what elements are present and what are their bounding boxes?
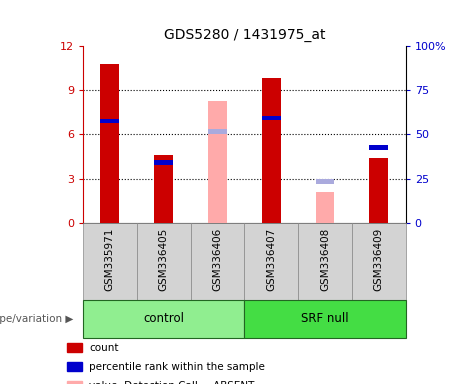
Text: GSM336406: GSM336406 bbox=[213, 228, 223, 291]
Bar bbox=[352, 223, 406, 300]
Title: GDS5280 / 1431975_at: GDS5280 / 1431975_at bbox=[164, 28, 325, 42]
Bar bbox=[100, 119, 119, 123]
Bar bbox=[208, 101, 227, 223]
Text: GSM336405: GSM336405 bbox=[159, 228, 169, 291]
Bar bbox=[369, 158, 388, 223]
Bar bbox=[83, 223, 137, 300]
Text: control: control bbox=[143, 312, 184, 325]
Bar bbox=[137, 223, 190, 300]
Bar bbox=[262, 116, 281, 121]
Text: SRF null: SRF null bbox=[301, 312, 349, 325]
Text: GSM336407: GSM336407 bbox=[266, 228, 276, 291]
Text: GSM335971: GSM335971 bbox=[105, 228, 115, 291]
Bar bbox=[67, 381, 82, 384]
Bar bbox=[83, 300, 244, 338]
Bar bbox=[154, 155, 173, 223]
Bar bbox=[316, 179, 334, 184]
Bar bbox=[298, 223, 352, 300]
Bar bbox=[100, 64, 119, 223]
Text: count: count bbox=[89, 343, 119, 353]
Bar bbox=[316, 192, 334, 223]
Bar bbox=[67, 343, 82, 352]
Text: value, Detection Call = ABSENT: value, Detection Call = ABSENT bbox=[89, 381, 255, 384]
Bar bbox=[208, 129, 227, 134]
Bar bbox=[369, 146, 388, 150]
Text: GSM336409: GSM336409 bbox=[374, 228, 384, 291]
Bar bbox=[262, 78, 281, 223]
Text: genotype/variation ▶: genotype/variation ▶ bbox=[0, 314, 74, 324]
Bar bbox=[67, 362, 82, 371]
Bar bbox=[154, 160, 173, 165]
Text: GSM336408: GSM336408 bbox=[320, 228, 330, 291]
Bar bbox=[244, 300, 406, 338]
Text: percentile rank within the sample: percentile rank within the sample bbox=[89, 362, 266, 372]
Bar bbox=[244, 223, 298, 300]
Bar bbox=[190, 223, 244, 300]
